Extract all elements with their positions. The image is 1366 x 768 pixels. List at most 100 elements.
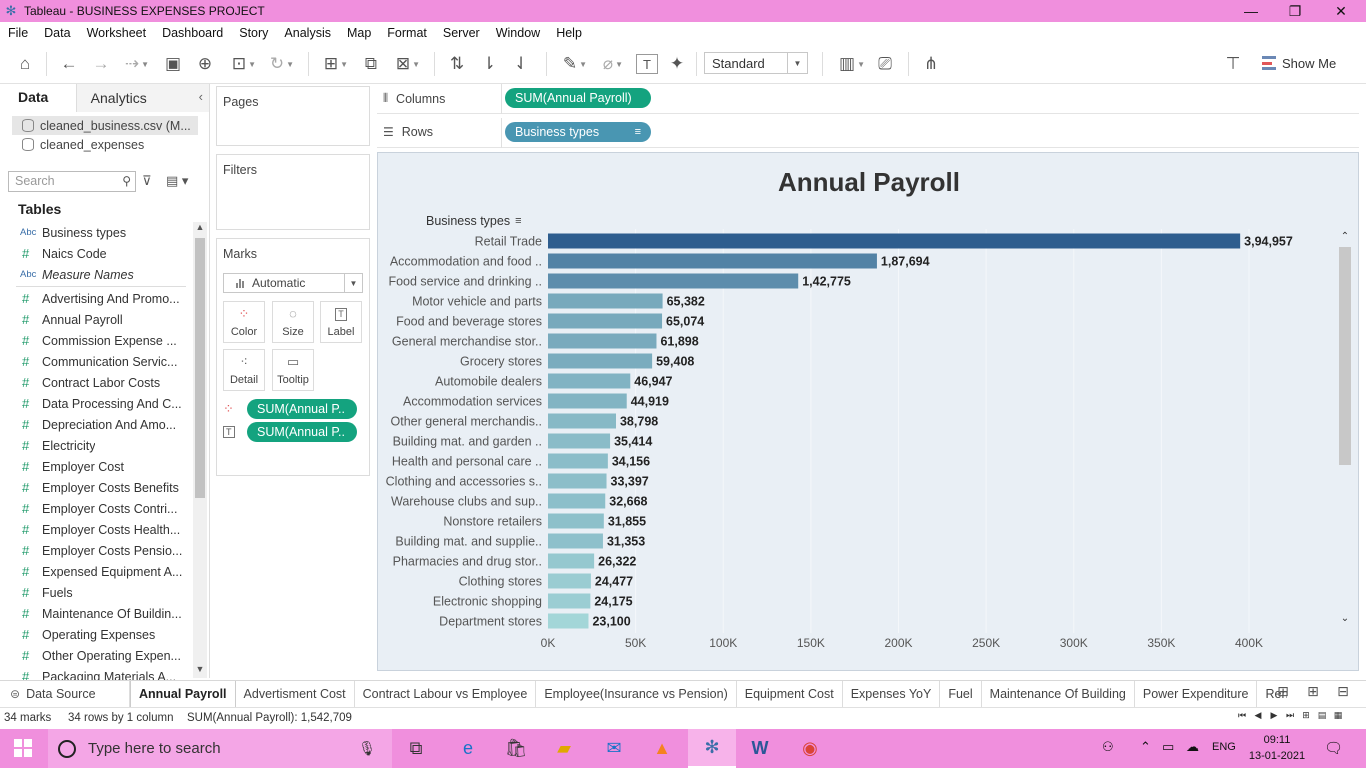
- bar[interactable]: [548, 453, 608, 469]
- sheet-tab[interactable]: Employee(Insurance vs Pension): [536, 680, 737, 707]
- datasource-item[interactable]: cleaned_business.csv (M...: [12, 116, 198, 135]
- bar[interactable]: [548, 613, 589, 629]
- new-datasource-icon[interactable]: ⊕: [197, 54, 213, 73]
- new-dashboard-icon[interactable]: ⊞: [1307, 683, 1319, 699]
- row-header[interactable]: Business types ≡: [426, 214, 522, 228]
- sheet-tab[interactable]: Annual Payroll: [130, 680, 236, 707]
- bar[interactable]: [548, 473, 607, 489]
- chart-scrollbar[interactable]: ⌃ ⌄: [1338, 231, 1352, 629]
- tab-analytics[interactable]: Analytics: [75, 84, 209, 112]
- field-item[interactable]: # Employer Costs Benefits: [16, 477, 186, 498]
- label-button[interactable]: T Label: [320, 301, 362, 343]
- undo-icon[interactable]: ←: [60, 54, 78, 73]
- word-icon[interactable]: W: [751, 738, 769, 758]
- sort-descending-icon[interactable]: ⇃: [513, 54, 529, 73]
- next-sheet-icon[interactable]: ▶: [1270, 710, 1278, 720]
- menu-data[interactable]: Data: [44, 26, 71, 40]
- grid-view-icon[interactable]: ⊞: [1302, 710, 1310, 720]
- mark-type-dropdown[interactable]: Automatic ▼: [223, 273, 363, 293]
- taskbar-search-input[interactable]: Type here to search 🎙: [48, 729, 392, 768]
- field-item[interactable]: # Maintenance Of Buildin...: [16, 603, 186, 624]
- task-view-icon[interactable]: ⧉: [409, 738, 423, 758]
- menu-help[interactable]: Help: [556, 26, 582, 40]
- duplicate-sheet-icon[interactable]: ⧉: [364, 54, 378, 73]
- menu-map[interactable]: Map: [346, 26, 372, 40]
- menu-file[interactable]: File: [8, 26, 29, 40]
- scroll-down-icon[interactable]: ⌄: [1340, 613, 1350, 624]
- field-item[interactable]: Abc Measure Names: [16, 264, 186, 285]
- field-item[interactable]: # Advertising And Promo...: [16, 288, 186, 309]
- tab-data-source[interactable]: ⊜ Data Source: [0, 680, 130, 707]
- sheet-tab[interactable]: Equipment Cost: [737, 680, 843, 707]
- field-item[interactable]: # Employer Costs Pensio...: [16, 540, 186, 561]
- last-sheet-icon[interactable]: ⏭: [1285, 710, 1295, 720]
- clock[interactable]: 09:11 13-01-2021: [1246, 732, 1308, 764]
- sheet-tab[interactable]: Fuel: [940, 680, 982, 707]
- swap-rows-columns-icon[interactable]: ⇅: [449, 54, 465, 73]
- group-members-icon[interactable]: ⌀ ▼: [602, 54, 624, 73]
- menu-story[interactable]: Story: [239, 26, 269, 40]
- tableau-taskbar-icon[interactable]: ✻: [688, 729, 736, 768]
- bar[interactable]: [548, 493, 606, 509]
- file-explorer-icon[interactable]: ▰: [557, 738, 571, 758]
- field-item[interactable]: # Naics Code: [16, 243, 186, 264]
- field-item[interactable]: # Data Processing And C...: [16, 393, 186, 414]
- field-list-scrollbar[interactable]: ▲ ▼: [193, 222, 207, 678]
- bar[interactable]: [548, 533, 603, 549]
- new-story-icon[interactable]: ⊟: [1337, 683, 1349, 699]
- columns-shelf[interactable]: ⫴ Columns SUM(Annual Payroll): [377, 84, 1359, 114]
- size-button[interactable]: ◌ Size: [272, 301, 314, 343]
- share-icon[interactable]: ⋔: [923, 54, 939, 73]
- field-item[interactable]: # Expensed Equipment A...: [16, 561, 186, 582]
- sheet-tab[interactable]: Advertisment Cost: [236, 680, 355, 707]
- field-item[interactable]: # Other Operating Expen...: [16, 645, 186, 666]
- label-field-pill[interactable]: SUM(Annual P..: [247, 422, 357, 442]
- field-item[interactable]: # Communication Servic...: [16, 351, 186, 372]
- field-item[interactable]: # Commission Expense ...: [16, 330, 186, 351]
- menu-format[interactable]: Format: [387, 26, 427, 40]
- list-view-icon[interactable]: ▤: [1317, 710, 1327, 720]
- menu-dashboard[interactable]: Dashboard: [162, 26, 224, 40]
- highlight-icon[interactable]: ✎ ▼: [562, 54, 588, 73]
- bar[interactable]: [548, 253, 877, 269]
- mark-field-row[interactable]: T SUM(Annual P..: [223, 422, 369, 442]
- menu-window[interactable]: Window: [495, 26, 541, 40]
- pages-card[interactable]: Pages: [216, 86, 370, 146]
- bar[interactable]: [548, 433, 611, 449]
- field-item[interactable]: # Fuels: [16, 582, 186, 603]
- view-options-icon[interactable]: ▤ ▾: [166, 173, 189, 188]
- sort-icon[interactable]: ≡: [515, 215, 522, 227]
- scroll-thumb[interactable]: [195, 238, 205, 498]
- sheet-tab[interactable]: Ren: [1257, 681, 1287, 707]
- sheet-tab[interactable]: Expenses YoY: [843, 680, 941, 707]
- prev-sheet-icon[interactable]: ◀: [1254, 710, 1262, 720]
- fix-axes-icon[interactable]: ✦: [669, 54, 685, 73]
- battery-icon[interactable]: ▭: [1162, 739, 1175, 754]
- close-button[interactable]: ✕: [1335, 2, 1347, 19]
- refresh-icon[interactable]: ↻ ▼: [269, 54, 295, 73]
- field-item[interactable]: # Annual Payroll: [16, 309, 186, 330]
- field-item[interactable]: # Electricity: [16, 435, 186, 456]
- sheet-tab[interactable]: Contract Labour vs Employee: [355, 680, 537, 707]
- bar[interactable]: [548, 413, 616, 429]
- new-worksheet-icon[interactable]: ⊞: [1277, 683, 1289, 699]
- scroll-up-icon[interactable]: ⌃: [1340, 231, 1350, 242]
- collapse-pane-icon[interactable]: ‹: [198, 89, 203, 104]
- notifications-icon[interactable]: 🗨: [1324, 740, 1344, 757]
- field-item[interactable]: # Employer Cost: [16, 456, 186, 477]
- sheet-tab[interactable]: Maintenance Of Building: [982, 680, 1135, 707]
- field-item[interactable]: # Contract Labor Costs: [16, 372, 186, 393]
- detail-button[interactable]: ⁖ Detail: [223, 349, 265, 391]
- show-mark-labels-icon[interactable]: T: [636, 54, 658, 74]
- field-item[interactable]: # Depreciation And Amo...: [16, 414, 186, 435]
- save-icon[interactable]: ▣: [164, 54, 182, 73]
- bar[interactable]: [548, 393, 627, 409]
- bar[interactable]: [548, 233, 1241, 249]
- filters-card[interactable]: Filters: [216, 154, 370, 230]
- chrome-icon[interactable]: ◉: [802, 738, 818, 758]
- filmstrip-view-icon[interactable]: ▦: [1333, 710, 1343, 720]
- columns-pill[interactable]: SUM(Annual Payroll): [505, 88, 651, 108]
- restore-button[interactable]: ❐: [1288, 2, 1302, 19]
- fit-mode-dropdown[interactable]: Standard ▼: [704, 52, 808, 74]
- show-me-button[interactable]: Show Me: [1262, 52, 1336, 74]
